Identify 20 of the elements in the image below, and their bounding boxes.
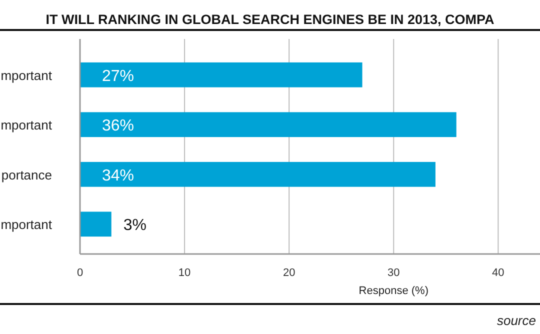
y-tick-label: mportant [0,68,52,83]
bar [80,212,112,237]
x-axis-title: Response (%) [358,285,428,297]
x-tick-label: 40 [492,267,504,279]
y-tick-label: portance [1,167,52,182]
bar [80,162,436,187]
text: source [496,313,536,328]
data-label: 34% [102,167,134,184]
chart-title: IT WILL RANKING IN GLOBAL SEARCH ENGINES BE IN 2013, COMPA [46,12,495,27]
bar [80,112,456,138]
data-label: 36% [102,118,134,135]
x-tick-label: 0 [76,267,84,279]
data-label: 3% [123,217,146,234]
bar [80,62,362,88]
y-tick-label: mportant [0,118,52,133]
data-label: 27% [102,68,134,85]
x-tick-label: 20 [282,267,296,279]
x-tick-label: 30 [388,267,400,279]
x-tick-label: 10 [178,267,191,279]
y-tick-label: mportant [0,217,52,232]
